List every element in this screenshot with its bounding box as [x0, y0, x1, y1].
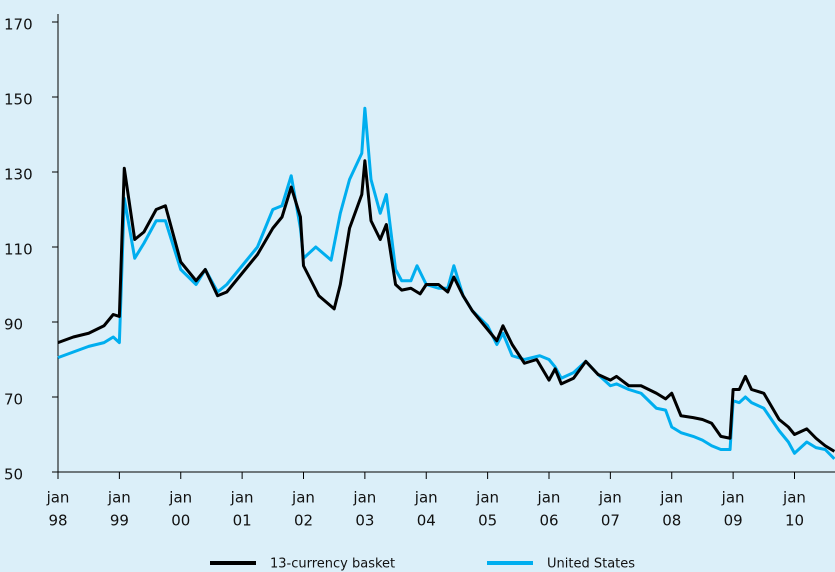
- x-tick-label: 03: [355, 512, 374, 530]
- x-tick-label: 04: [417, 512, 436, 530]
- y-tick-label: 70: [4, 391, 23, 409]
- y-tick-label: 50: [4, 466, 23, 484]
- x-tick-label: jan: [475, 489, 499, 507]
- legend: 13-currency basket United States: [210, 557, 635, 572]
- y-tick-label: 130: [4, 166, 33, 184]
- x-tick-label: 10: [785, 512, 804, 530]
- x-tick-label: 05: [478, 512, 497, 530]
- x-tick-label: jan: [537, 489, 561, 507]
- x-tick-label: jan: [46, 489, 70, 507]
- series-line: [57, 159, 835, 453]
- x-tick-label: 09: [724, 512, 743, 530]
- legend-label: United States: [547, 557, 635, 572]
- x-tick-label: jan: [352, 489, 376, 507]
- x-tick-label: 08: [662, 512, 681, 530]
- x-tick-label: 00: [171, 512, 190, 530]
- x-tick-label: jan: [168, 489, 192, 507]
- x-tick-label: jan: [782, 489, 806, 507]
- x-tick-label: jan: [598, 489, 622, 507]
- y-tick-label: 110: [4, 241, 33, 259]
- y-tick-label: 170: [4, 16, 33, 34]
- x-tick-label: jan: [107, 489, 131, 507]
- x-tick-label: 02: [294, 512, 313, 530]
- x-tick-label: 01: [233, 512, 252, 530]
- legend-label: 13-currency basket: [270, 557, 395, 572]
- x-tick-label: 06: [539, 512, 558, 530]
- y-tick-label: 90: [4, 316, 23, 334]
- x-tick-label: jan: [721, 489, 745, 507]
- series-line: [57, 106, 835, 460]
- x-tick-label: 99: [110, 512, 129, 530]
- x-tick-label: jan: [230, 489, 254, 507]
- x-tick-label: 07: [601, 512, 620, 530]
- x-tick-label: jan: [414, 489, 438, 507]
- x-tick-label: 98: [48, 512, 67, 530]
- y-tick-label: 150: [4, 91, 33, 109]
- x-tick-label: jan: [659, 489, 683, 507]
- x-tick-label: jan: [291, 489, 315, 507]
